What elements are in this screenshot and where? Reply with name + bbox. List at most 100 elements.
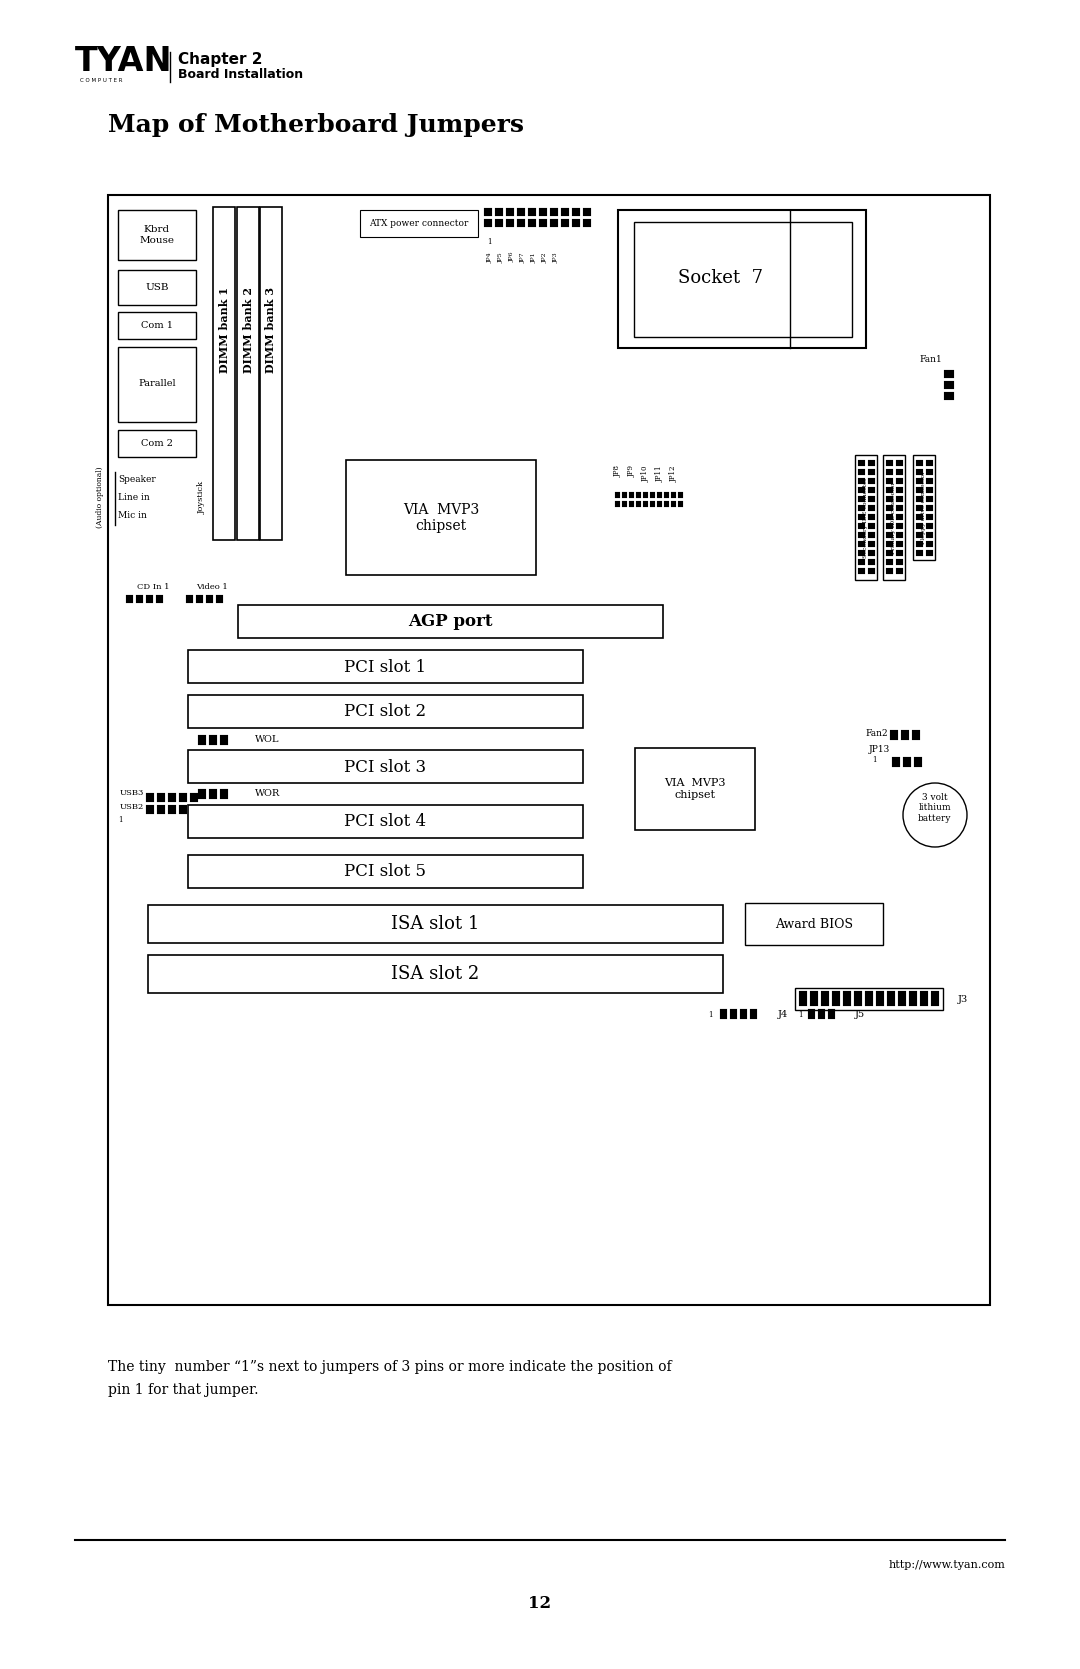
Bar [664,492,669,497]
Bar [517,209,525,215]
Bar [118,270,195,305]
Bar [198,734,206,744]
Bar [664,501,669,507]
Bar [858,461,865,466]
Text: Com 2: Com 2 [141,439,173,447]
Text: PCI slot 2: PCI slot 2 [343,704,427,721]
Bar [157,804,165,814]
Bar [916,477,923,484]
Bar [507,209,514,215]
Text: J5: J5 [855,1010,865,1018]
Bar [118,312,195,339]
Text: DIMM bank 2: DIMM bank 2 [243,287,254,372]
Bar [886,541,893,547]
Bar [909,991,917,1006]
Bar [858,469,865,476]
Bar [821,991,829,1006]
Bar [886,477,893,484]
Bar [528,209,536,215]
Bar [507,219,514,227]
Text: Joystick: Joystick [198,481,206,514]
Bar [740,1010,747,1020]
Text: Mic in: Mic in [118,511,147,521]
Bar [896,477,903,484]
Bar [213,207,235,541]
Bar [495,209,503,215]
Bar [913,456,935,561]
Bar [206,596,213,603]
Bar [896,559,903,566]
Bar [916,551,923,556]
Bar [886,522,893,529]
Text: WOL: WOL [255,736,280,744]
Bar [944,371,954,377]
Bar [671,492,676,497]
Circle shape [903,783,967,846]
Bar [854,991,862,1006]
Bar [892,758,900,768]
Text: DIMM bank 3: DIMM bank 3 [266,287,276,372]
Bar [887,991,895,1006]
Bar [896,461,903,466]
Bar [643,492,648,497]
Text: Com 1: Com 1 [141,320,173,329]
Bar [926,522,933,529]
Bar [868,532,875,537]
Text: Kbrd
Mouse: Kbrd Mouse [139,225,175,245]
Bar [883,456,905,581]
Bar [868,514,875,521]
Text: 1: 1 [707,1011,712,1020]
Bar [868,487,875,492]
Bar [618,210,866,349]
Bar [868,461,875,466]
Text: JP7: JP7 [521,252,526,262]
Bar [146,793,154,803]
Bar [896,567,903,574]
Bar [190,793,198,803]
Bar [237,207,259,541]
Bar [678,501,683,507]
Text: ISA slot 1: ISA slot 1 [391,915,480,933]
Bar [168,804,176,814]
Bar [186,596,193,603]
Bar [634,222,852,337]
Bar [916,487,923,492]
Bar [818,1010,825,1020]
Bar [868,506,875,511]
Bar [896,551,903,556]
Text: TYAN: TYAN [75,45,173,78]
Bar [890,729,897,739]
Bar [886,532,893,537]
Bar [539,219,546,227]
Text: PCI slot 1: PCI slot 1 [343,659,427,676]
Bar [868,477,875,484]
Bar [220,789,228,799]
Bar [920,991,928,1006]
Bar [615,501,620,507]
Bar [118,347,195,422]
Text: 1: 1 [487,239,491,245]
Text: ISA slot 2: ISA slot 2 [391,965,480,983]
Text: CD In 1: CD In 1 [137,582,170,591]
Bar [886,567,893,574]
Bar [550,219,558,227]
Text: JP13: JP13 [868,746,890,754]
Bar [916,506,923,511]
Bar [944,392,954,401]
Bar [572,209,580,215]
Bar [179,804,187,814]
Bar [926,551,933,556]
Bar [118,210,195,260]
Bar [671,501,676,507]
Text: Award BIOS: Award BIOS [775,918,853,931]
Bar [886,496,893,502]
Bar [886,469,893,476]
Text: Video 1: Video 1 [197,582,228,591]
Bar [188,749,583,783]
Bar [855,456,877,581]
Bar [657,501,662,507]
Text: JP4: JP4 [487,252,492,262]
Bar [795,988,943,1010]
Bar [858,559,865,566]
Bar [629,492,634,497]
